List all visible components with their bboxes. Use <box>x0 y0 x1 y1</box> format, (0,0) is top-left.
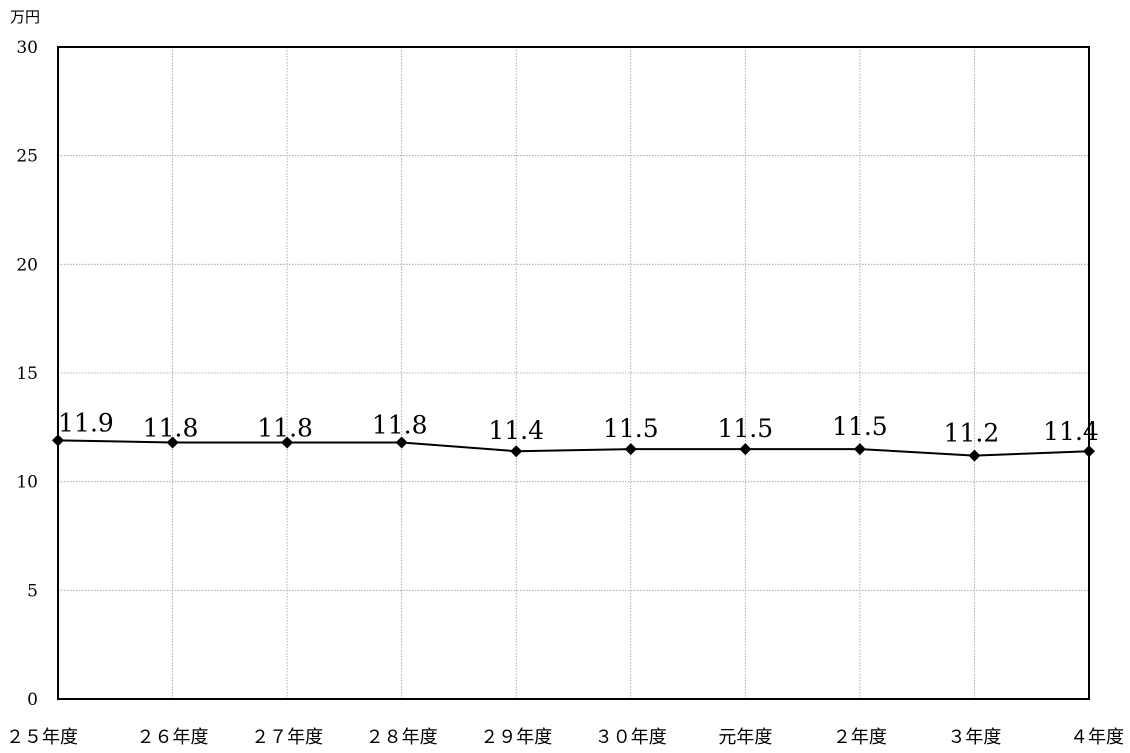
y-tick-label: 20 <box>16 255 38 275</box>
data-value-label: 11.5 <box>717 414 773 443</box>
x-category-label: ２７年度 <box>251 727 323 748</box>
y-axis-unit-label: 万円 <box>10 8 40 26</box>
y-tick-label: 0 <box>27 690 38 710</box>
x-axis-category-labels: ２５年度 ２６年度 ２７年度 ２８年度 ２９年度 ３０年度 元年度 ２年度 ３年度 ４年度 <box>6 727 1124 748</box>
x-category-label: ２年度 <box>833 727 887 748</box>
gridlines <box>58 47 1089 699</box>
y-tick-label: 15 <box>16 364 38 384</box>
x-category-label: ２５年度 <box>6 727 78 748</box>
y-tick-label: 30 <box>16 38 38 58</box>
data-point-marker <box>739 443 752 456</box>
data-point-marker <box>968 449 981 462</box>
y-tick-label: 5 <box>27 581 38 601</box>
data-value-label: 11.5 <box>603 414 659 443</box>
data-value-label: 11.5 <box>832 412 888 441</box>
data-value-label: 11.8 <box>143 414 199 443</box>
series-line <box>57 439 1090 457</box>
data-point-marker <box>853 443 866 456</box>
data-point-marker <box>624 443 637 456</box>
y-tick-label: 10 <box>16 473 38 493</box>
data-value-label: 11.9 <box>58 408 114 437</box>
data-point-marker <box>510 445 523 458</box>
x-category-label: ２８年度 <box>366 727 438 748</box>
data-value-label: 11.4 <box>488 416 544 445</box>
data-markers <box>52 434 1095 462</box>
y-axis-tick-labels: 0 5 10 15 20 25 30 <box>16 38 38 710</box>
x-category-label: ２９年度 <box>480 727 552 748</box>
y-tick-label: 25 <box>16 147 38 167</box>
data-value-label: 11.8 <box>257 414 313 443</box>
data-point-marker <box>395 436 408 449</box>
x-category-label: ３０年度 <box>595 727 667 748</box>
plot-area-frame <box>57 46 1090 700</box>
x-category-label: 元年度 <box>718 727 772 748</box>
data-value-label: 11.8 <box>372 411 428 440</box>
data-point-marker <box>281 436 294 449</box>
x-category-label: ３年度 <box>947 727 1001 748</box>
data-value-label: 11.4 <box>1043 417 1099 446</box>
x-category-label: ４年度 <box>1070 727 1124 748</box>
data-point-marker <box>166 436 179 449</box>
data-value-label: 11.2 <box>944 419 1000 448</box>
x-category-label: ２６年度 <box>137 727 209 748</box>
